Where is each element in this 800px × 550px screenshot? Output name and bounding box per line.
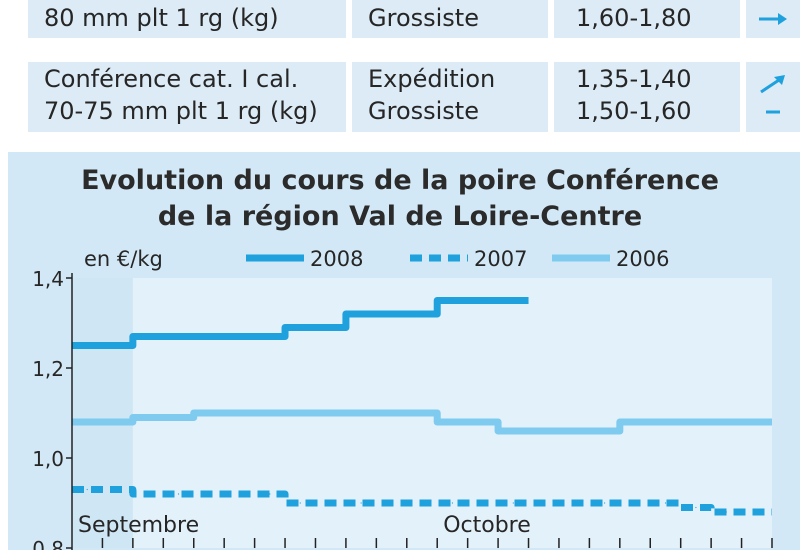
data-point-2007: [208, 493, 210, 495]
data-point-2006: [269, 412, 271, 414]
y-axis-unit-label: en €/kg: [84, 247, 163, 271]
data-point-2007: [512, 502, 514, 504]
data-point-2008: [147, 335, 149, 338]
data-point-2006: [299, 412, 301, 414]
data-point-2008: [421, 313, 423, 315]
data-point-2008: [512, 299, 514, 302]
y-tick-label: 1,4: [32, 267, 64, 291]
data-point-2007: [543, 502, 545, 504]
data-point-2006: [208, 412, 210, 414]
data-point-2007: [117, 488, 119, 491]
stage-line: Grossiste: [368, 97, 479, 125]
data-point-2006: [238, 412, 240, 414]
chart-title: Evolution du cours de la poire Conférenc…: [81, 165, 719, 196]
legend-label: 2007: [474, 247, 527, 271]
data-point-2007: [330, 502, 332, 504]
data-point-2008: [177, 335, 180, 338]
data-point-2008: [299, 326, 301, 329]
data-point-2007: [147, 493, 149, 495]
month-shade: [72, 278, 133, 548]
data-point-2006: [725, 421, 727, 423]
product-cell: Conférence cat. I cal. 70-75 mm plt 1 rg…: [28, 62, 346, 132]
arrow-right-icon: [759, 13, 787, 25]
data-point-2007: [238, 493, 240, 495]
arrow-up-right-icon: [760, 75, 785, 94]
data-point-2006: [664, 421, 667, 423]
data-point-2008: [208, 335, 210, 338]
data-point-2006: [695, 421, 697, 423]
price-line: 1,50-1,60: [576, 97, 692, 125]
data-point-2007: [634, 502, 636, 504]
data-point-2007: [86, 488, 88, 491]
data-point-2006: [604, 430, 606, 432]
table-row: 80 mm plt 1 rg (kg) Grossiste 1,60-1,80: [28, 0, 800, 38]
legend-label: 2008: [310, 247, 363, 271]
data-point-2007: [725, 511, 727, 513]
data-point-2007: [573, 502, 575, 504]
trend-cell: [746, 0, 800, 38]
data-point-2008: [330, 326, 332, 329]
y-tick-label: 1,0: [32, 447, 64, 471]
y-tick-label: 0,8: [32, 537, 64, 550]
data-point-2008: [269, 335, 271, 338]
stage-line: Expédition: [368, 65, 496, 93]
product-line: 70-75 mm plt 1 rg (kg): [44, 97, 318, 125]
data-point-2007: [451, 502, 454, 504]
price-cell: 1,60-1,80: [554, 0, 740, 38]
data-point-2007: [299, 502, 301, 504]
data-point-2008: [86, 344, 88, 347]
data-point-2006: [147, 416, 149, 419]
price-table: 80 mm plt 1 rg (kg) Grossiste 1,60-1,80 …: [0, 0, 800, 148]
data-point-2007: [390, 502, 393, 504]
trend-cell: [746, 62, 800, 132]
data-point-2006: [390, 412, 393, 414]
chart-subtitle: de la région Val de Loire-Centre: [157, 201, 643, 232]
data-point-2008: [238, 335, 240, 338]
data-point-2008: [451, 299, 454, 302]
data-point-2007: [482, 502, 484, 504]
data-point-2006: [360, 412, 362, 414]
data-point-2008: [482, 299, 484, 302]
data-point-2006: [451, 421, 454, 423]
data-point-2007: [360, 502, 362, 504]
data-point-2007: [269, 493, 271, 495]
table-row: Conférence cat. I cal. 70-75 mm plt 1 rg…: [28, 62, 800, 132]
month-label: Octobre: [443, 513, 531, 538]
data-point-2006: [117, 421, 119, 423]
series-line-2006: [72, 409, 772, 435]
data-point-2006: [421, 412, 423, 414]
data-point-2007: [756, 511, 758, 513]
data-point-2007: [421, 502, 423, 504]
data-point-2006: [634, 421, 636, 423]
stage-line: Grossiste: [368, 4, 479, 32]
data-point-2008: [117, 344, 119, 347]
data-point-2006: [86, 421, 88, 423]
data-point-2008: [360, 313, 362, 315]
data-point-2006: [756, 421, 758, 423]
price-line: 1,60-1,80: [576, 4, 692, 32]
product-line: 80 mm plt 1 rg (kg): [44, 4, 279, 32]
data-point-2006: [573, 430, 575, 432]
product-line: Conférence cat. I cal.: [44, 65, 299, 93]
legend-label: 2006: [616, 247, 669, 271]
data-point-2006: [543, 430, 545, 432]
price-cell: 1,35-1,40 1,50-1,60: [554, 62, 740, 132]
product-cell: 80 mm plt 1 rg (kg): [28, 0, 346, 38]
stage-cell: Grossiste: [352, 0, 548, 38]
data-point-2006: [512, 430, 514, 432]
y-tick-label: 1,2: [32, 357, 64, 381]
month-label: Septembre: [78, 513, 199, 538]
data-point-2006: [482, 421, 484, 423]
data-point-2006: [330, 412, 332, 414]
data-point-2008: [390, 313, 393, 315]
data-point-2007: [664, 502, 667, 504]
stage-cell: Expédition Grossiste: [352, 62, 548, 132]
data-point-2007: [695, 506, 697, 509]
data-point-2007: [177, 493, 180, 495]
data-point-2007: [604, 502, 606, 504]
data-point-2006: [177, 416, 180, 419]
price-line: 1,35-1,40: [576, 65, 692, 93]
dash-icon: [766, 110, 780, 114]
